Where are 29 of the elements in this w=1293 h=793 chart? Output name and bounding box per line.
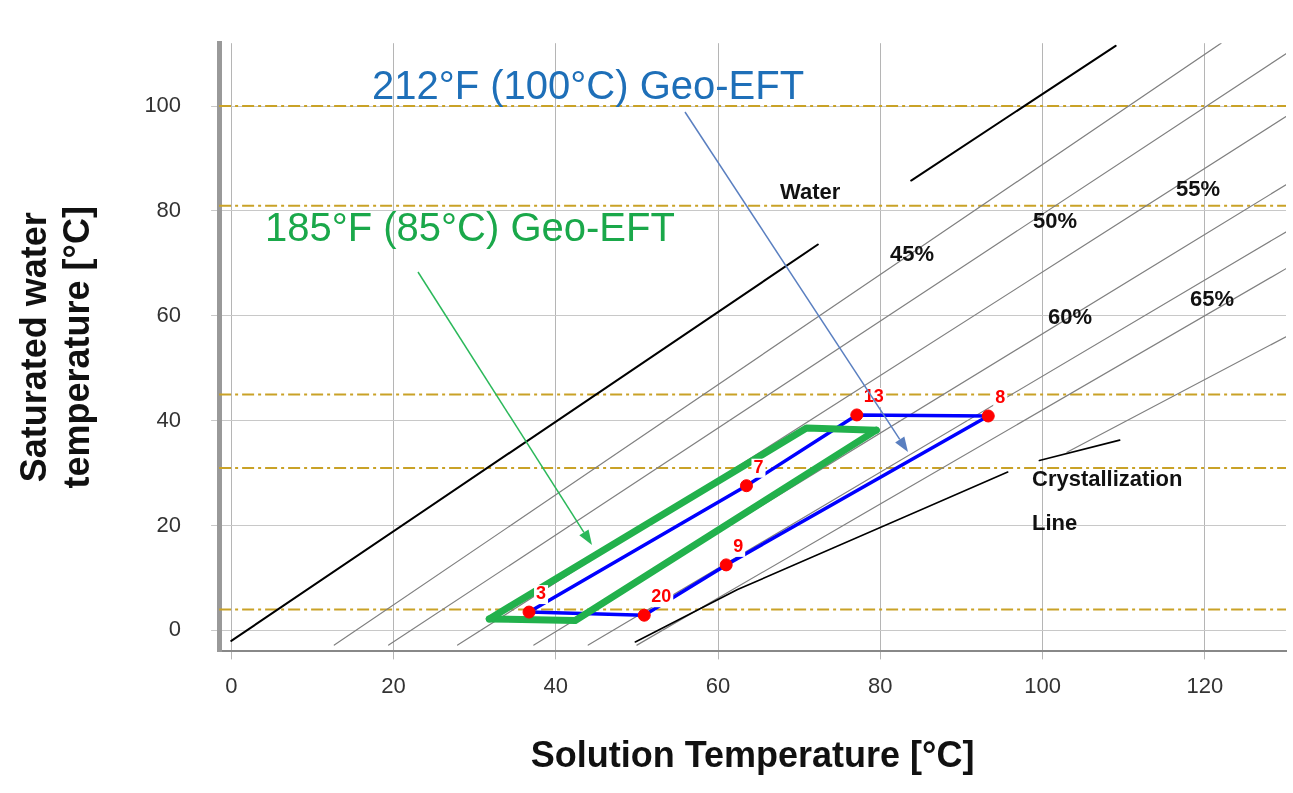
x-tick-label: 0	[225, 672, 238, 698]
series-label: Crystallization Line	[1032, 466, 1183, 536]
annotation: 3	[536, 583, 547, 604]
y-tick-label: 40	[156, 406, 182, 432]
y-tick-label: 20	[156, 511, 182, 537]
y-tick-label: 80	[156, 197, 182, 223]
series-label: 55%	[1176, 176, 1221, 202]
annotation: 8	[995, 386, 1006, 407]
series-label: 50%	[1033, 208, 1078, 234]
x-tick-label: 100	[1024, 672, 1061, 698]
y-tick-label: 100	[144, 92, 182, 118]
x-tick-label: 120	[1186, 672, 1224, 698]
annotation: 20	[651, 586, 672, 607]
x-tick-label: 60	[705, 672, 731, 698]
x-tick-label: 40	[543, 672, 569, 698]
text: Water	[780, 179, 841, 205]
annotation: 9	[733, 535, 744, 556]
x-tick-label: 80	[868, 672, 893, 698]
y-tick-label: 60	[156, 301, 182, 327]
annotation: 7	[753, 456, 764, 477]
y-axis-title: Saturated water temperature [°C]	[12, 206, 97, 489]
x-tick-label: 20	[381, 672, 406, 698]
annotation: 212°F (100°C) Geo-EFT	[372, 63, 805, 108]
series-label: 45%	[890, 241, 935, 267]
y-tick-label: 0	[168, 616, 182, 642]
series-label: 65%	[1190, 286, 1235, 312]
series-label: 60%	[1048, 304, 1093, 330]
x-axis-title: Solution Temperature [°C]	[530, 734, 975, 776]
annotation: 185°F (85°C) Geo-EFT	[265, 205, 675, 250]
